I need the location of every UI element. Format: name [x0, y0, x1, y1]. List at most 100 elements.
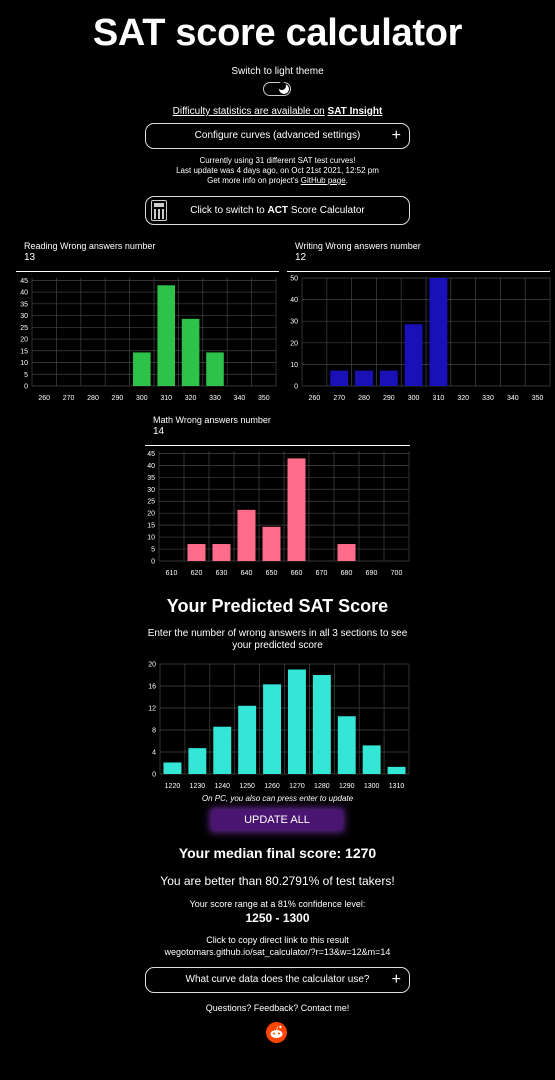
copy-link-url[interactable]: wegotomars.github.io/sat_calculator/?r=1…: [164, 947, 391, 957]
x-tick-label: 340: [234, 395, 246, 402]
bar-270: [330, 370, 349, 386]
x-tick-label: 640: [241, 570, 253, 577]
bar-300: [404, 324, 423, 386]
enter-note: On PC, you also can press enter to updat…: [201, 794, 354, 803]
y-tick-label: 35: [20, 301, 28, 308]
y-tick-label: 35: [147, 475, 155, 482]
y-tick-label: 45: [20, 278, 28, 285]
x-tick-label: 340: [507, 395, 519, 402]
info-line-3-prefix: Get more info on project's: [207, 176, 299, 185]
insight-link[interactable]: Difficulty statistics are available on S…: [0, 106, 555, 117]
y-tick-label: 5: [151, 547, 155, 554]
bar-330: [206, 352, 224, 386]
y-tick-label: 50: [290, 276, 298, 283]
theme-toggle[interactable]: [263, 82, 291, 96]
y-tick-label: 0: [294, 384, 298, 391]
configure-curves-button[interactable]: Configure curves (advanced settings) +: [145, 123, 410, 149]
bar-680: [337, 544, 356, 561]
writing-label: Writing Wrong answers number: [295, 241, 421, 251]
y-tick-label: 10: [20, 360, 28, 367]
predicted-subtitle-line-2: your predicted score: [232, 640, 323, 651]
math-label: Math Wrong answers number: [153, 415, 271, 425]
x-tick-label: 270: [333, 395, 345, 402]
curve-data-button[interactable]: What curve data does the calculator use?…: [145, 967, 410, 993]
x-tick-label: 310: [433, 395, 445, 402]
score-range-label: Your score range at a 81% confidence lev…: [189, 899, 366, 909]
y-tick-label: 16: [148, 684, 156, 691]
writing-input[interactable]: 12: [295, 252, 307, 263]
info-line-2: Last update was 4 days ago, on Oct 21st …: [176, 166, 379, 175]
insight-link-text[interactable]: SAT Insight: [327, 106, 383, 117]
math-input[interactable]: 14: [153, 426, 165, 437]
configure-curves-label: Configure curves (advanced settings): [194, 130, 361, 141]
x-tick-label: 300: [136, 395, 148, 402]
math-chart: 0 5 10 15 20 25 30 35 40 45 610 620 630 640 650 660 670 6…: [147, 451, 410, 577]
reddit-icon[interactable]: [266, 1022, 287, 1043]
bar-280: [355, 370, 373, 386]
x-tick-label: 620: [191, 570, 203, 577]
curve-data-label: What curve data does the calculator use?: [185, 974, 370, 985]
y-tick-label: 5: [24, 372, 28, 379]
x-tick-label: 680: [341, 570, 353, 577]
bar-310: [429, 278, 448, 386]
x-tick-label: 690: [366, 570, 378, 577]
x-tick-label: 330: [482, 395, 494, 402]
contact-text: Questions? Feedback? Contact me!: [205, 1003, 350, 1013]
x-tick-label: 320: [457, 395, 469, 402]
update-all-button[interactable]: UPDATE ALL: [212, 810, 342, 830]
x-tick-label: 350: [532, 395, 544, 402]
reading-chart: 0 5 10 15 20 25 30 35 40 45 260 270 280 290 300 310 320 3…: [20, 278, 277, 402]
y-tick-label: 20: [290, 340, 298, 347]
x-tick-label: 670: [316, 570, 328, 577]
percentile-text: You are better than 80.2791% of test tak…: [160, 874, 395, 888]
x-tick-label: 650: [266, 570, 278, 577]
y-tick-label: 30: [290, 319, 298, 326]
theme-toggle-label: Switch to light theme: [231, 66, 324, 77]
y-tick-label: 40: [147, 463, 155, 470]
x-tick-label: 1230: [190, 783, 206, 790]
y-tick-label: 10: [290, 362, 298, 369]
github-link[interactable]: GitHub page: [300, 176, 346, 185]
y-tick-label: 8: [152, 728, 156, 735]
x-tick-label: 290: [383, 395, 395, 402]
act-switch-button[interactable]: Click to switch to ACT Score Calculator: [145, 196, 410, 225]
bar-1270: [287, 669, 306, 774]
x-tick-label: 1260: [264, 783, 280, 790]
math-input-underline: [145, 445, 410, 446]
y-tick-label: 0: [24, 384, 28, 391]
copy-link-label[interactable]: Click to copy direct link to this result: [206, 935, 349, 945]
calculator-icon: [151, 200, 167, 221]
y-tick-label: 10: [147, 535, 155, 542]
predicted-title: Your Predicted SAT Score: [166, 596, 389, 616]
bar-290: [379, 370, 398, 386]
bar-1310: [387, 766, 406, 774]
x-tick-label: 1250: [239, 783, 255, 790]
y-tick-label: 4: [152, 750, 156, 757]
x-tick-label: 270: [63, 395, 75, 402]
info-line-3-suffix: .: [345, 176, 348, 185]
bar-320: [181, 318, 200, 386]
bar-310: [157, 285, 175, 386]
moon-icon: [278, 82, 289, 94]
writing-chart: 0 10 20 30 40 50 260 270 280 290 300 310 320 330 340 35…: [290, 276, 551, 402]
x-tick-label: 1300: [364, 783, 380, 790]
bar-1280: [312, 675, 331, 774]
info-line-3: Get more info on project's GitHub page.: [0, 176, 555, 186]
y-tick-label: 45: [147, 451, 155, 458]
x-tick-label: 310: [160, 395, 172, 402]
y-tick-label: 30: [20, 313, 28, 320]
reading-label: Reading Wrong answers number: [24, 241, 156, 251]
x-tick-label: 320: [185, 395, 197, 402]
y-tick-label: 15: [147, 523, 155, 530]
x-tick-label: 1220: [165, 783, 181, 790]
x-tick-label: 660: [291, 570, 303, 577]
bar-620: [187, 544, 206, 561]
bar-1220: [163, 762, 182, 774]
bar-1290: [337, 716, 356, 774]
x-tick-label: 280: [87, 395, 99, 402]
insight-prefix: Difficulty statistics are available on: [172, 106, 325, 117]
reading-input[interactable]: 13: [24, 252, 36, 263]
y-tick-label: 0: [152, 772, 156, 779]
bar-1230: [188, 748, 207, 774]
x-tick-label: 290: [112, 395, 124, 402]
